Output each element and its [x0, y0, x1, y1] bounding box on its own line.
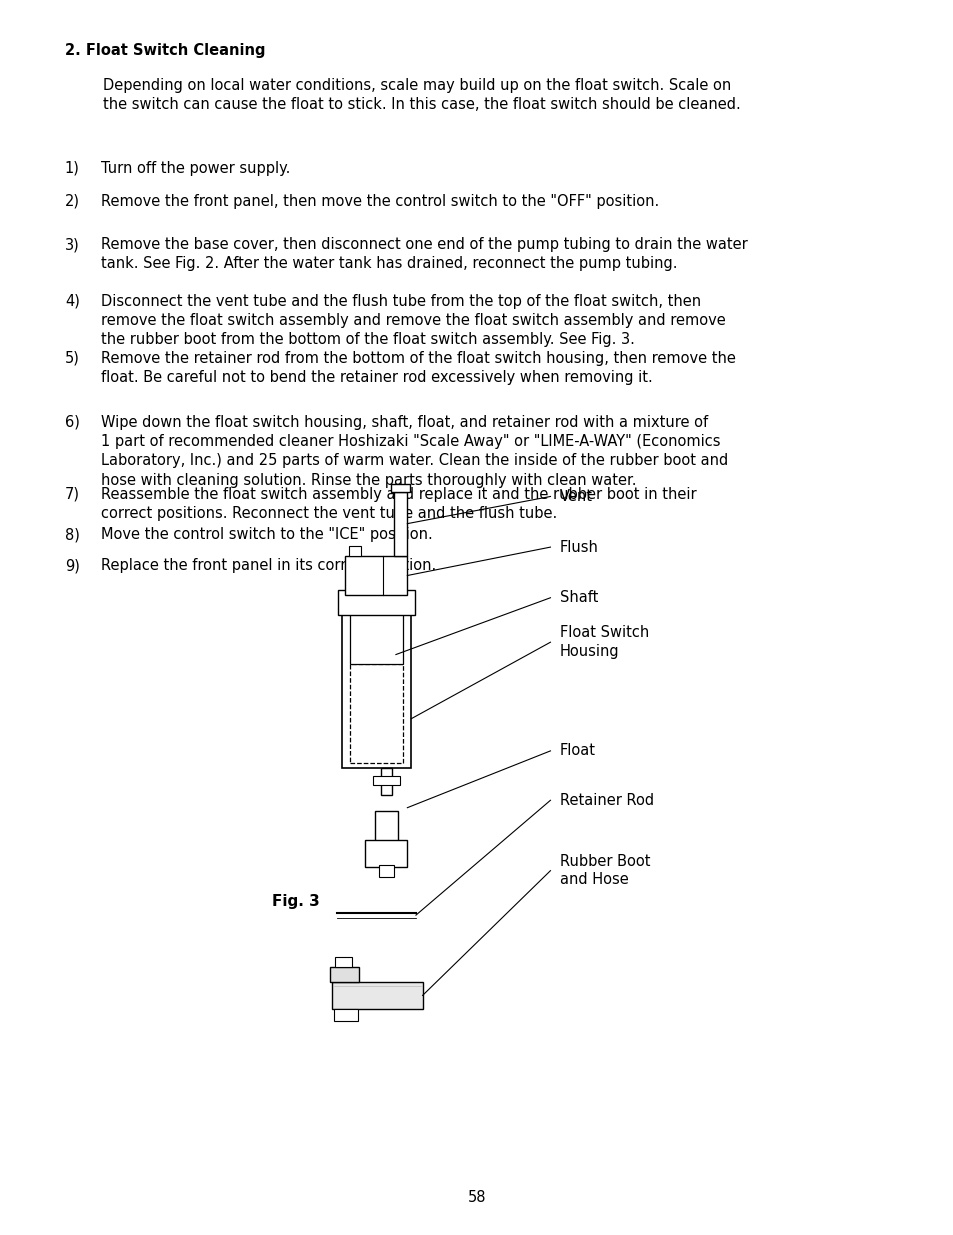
Polygon shape	[334, 1009, 357, 1021]
Bar	[350, 664, 402, 763]
Bar	[337, 590, 415, 615]
Bar	[349, 546, 360, 556]
Text: Fig. 3: Fig. 3	[272, 894, 319, 909]
Text: Move the control switch to the "ICE" position.: Move the control switch to the "ICE" pos…	[101, 527, 433, 542]
Text: 58: 58	[467, 1191, 486, 1205]
Text: Shaft: Shaft	[559, 590, 598, 605]
Text: Disconnect the vent tube and the flush tube from the top of the float switch, th: Disconnect the vent tube and the flush t…	[101, 294, 725, 347]
Text: 4): 4)	[65, 294, 80, 309]
Text: Float Switch
Housing: Float Switch Housing	[559, 625, 649, 659]
Bar	[365, 840, 407, 867]
Bar	[330, 967, 358, 982]
Text: 9): 9)	[65, 558, 80, 573]
Text: 1): 1)	[65, 161, 80, 175]
Text: Vent: Vent	[559, 489, 593, 504]
Text: 2. Float Switch Cleaning: 2. Float Switch Cleaning	[65, 43, 265, 58]
Bar	[375, 811, 397, 842]
Bar	[345, 556, 407, 595]
Bar	[394, 492, 407, 556]
Bar	[332, 982, 422, 1009]
Text: Wipe down the float switch housing, shaft, float, and retainer rod with a mixtur: Wipe down the float switch housing, shaf…	[101, 415, 727, 488]
Text: 6): 6)	[65, 415, 80, 430]
Bar	[335, 957, 352, 967]
Bar	[378, 864, 394, 877]
Text: Float: Float	[559, 743, 596, 758]
Text: 7): 7)	[65, 487, 80, 501]
Bar	[341, 593, 411, 768]
Text: Turn off the power supply.: Turn off the power supply.	[101, 161, 291, 175]
Bar	[373, 776, 399, 785]
Text: Remove the front panel, then move the control switch to the "OFF" position.: Remove the front panel, then move the co…	[101, 194, 659, 209]
Text: Replace the front panel in its correct position.: Replace the front panel in its correct p…	[101, 558, 436, 573]
Text: Rubber Boot
and Hose: Rubber Boot and Hose	[559, 853, 650, 888]
Text: Remove the retainer rod from the bottom of the float switch housing, then remove: Remove the retainer rod from the bottom …	[101, 351, 735, 385]
Text: Retainer Rod: Retainer Rod	[559, 793, 654, 808]
Bar	[391, 484, 410, 492]
Text: Reassemble the float switch assembly and replace it and the rubber boot in their: Reassemble the float switch assembly and…	[101, 487, 696, 521]
Bar	[350, 598, 402, 664]
Text: 3): 3)	[65, 237, 79, 252]
Text: Flush: Flush	[559, 540, 598, 555]
Text: 8): 8)	[65, 527, 80, 542]
Text: Depending on local water conditions, scale may build up on the float switch. Sca: Depending on local water conditions, sca…	[103, 78, 740, 112]
Text: 2): 2)	[65, 194, 80, 209]
Bar	[380, 768, 392, 795]
Text: 5): 5)	[65, 351, 80, 366]
Text: Remove the base cover, then disconnect one end of the pump tubing to drain the w: Remove the base cover, then disconnect o…	[101, 237, 747, 272]
